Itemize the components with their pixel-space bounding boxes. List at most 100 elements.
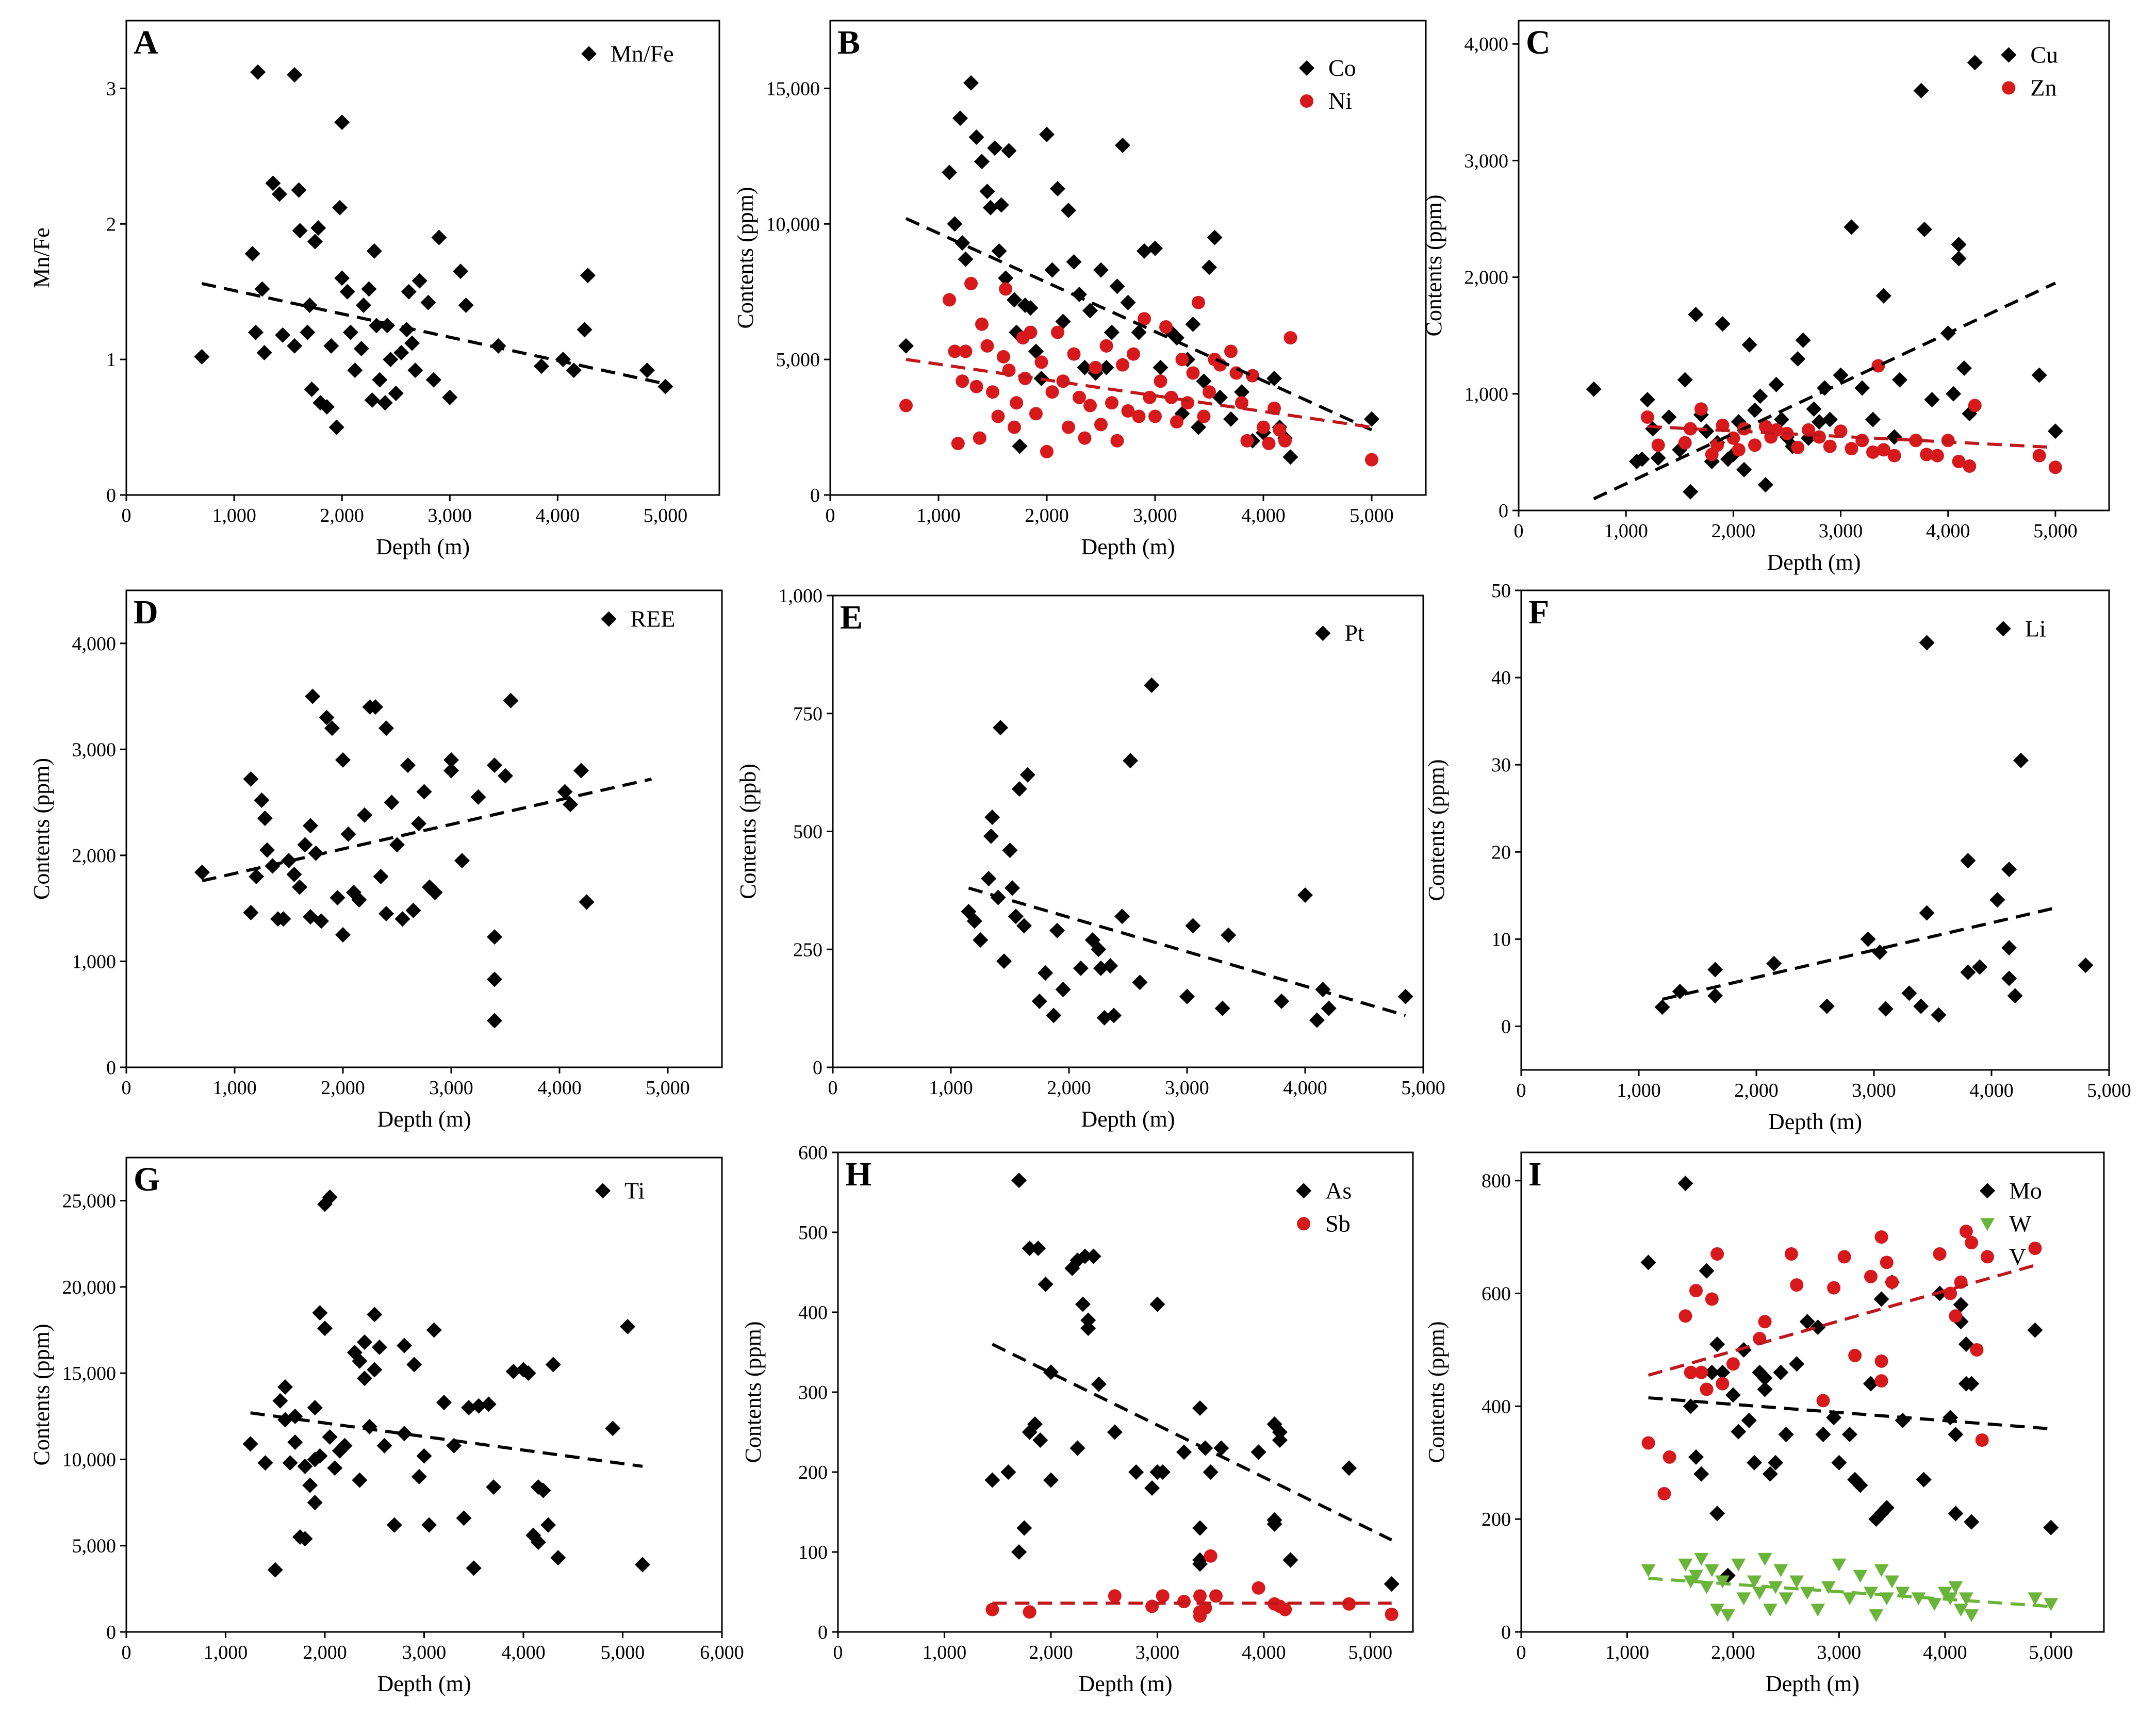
data-point-ti [277, 1379, 293, 1395]
data-point-as [1032, 1432, 1048, 1448]
x-tick-label: 2,000 [303, 1642, 347, 1663]
data-point-mo [1688, 1449, 1704, 1465]
data-point-mo [1762, 1466, 1778, 1482]
data-point-ree [305, 688, 321, 704]
data-point-as [984, 1472, 1000, 1488]
data-point-ree [286, 866, 302, 882]
data-point-ti [317, 1320, 333, 1336]
data-point-ree [503, 692, 519, 708]
trend-line-v [1648, 1263, 2036, 1377]
data-point-mn/fe [248, 324, 264, 340]
data-point-co [1023, 300, 1039, 316]
data-point-v [1700, 1382, 1714, 1396]
x-tick-label: 0 [1514, 520, 1524, 542]
data-point-li [1878, 1001, 1894, 1017]
data-point-cu [1946, 386, 1962, 402]
data-point-ti [397, 1338, 412, 1353]
y-tick-label: 100 [798, 1542, 828, 1563]
data-point-as [1075, 1296, 1091, 1312]
plot-frame-e [832, 595, 1424, 1068]
legend-marker-co [1299, 60, 1314, 76]
data-point-cu [1741, 337, 1757, 353]
data-point-pt [1214, 1000, 1230, 1016]
data-point-v [1784, 1247, 1798, 1261]
data-point-co [1104, 324, 1120, 340]
y-tick-label: 200 [798, 1462, 828, 1483]
data-point-v [2028, 1242, 2042, 1255]
data-point-mn/fe [404, 335, 420, 351]
data-point-ni [943, 293, 956, 307]
data-point-w [1773, 1564, 1788, 1577]
data-point-co [1153, 359, 1168, 375]
data-point-ree [357, 807, 372, 823]
data-point-w [1853, 1570, 1868, 1583]
data-point-as [1192, 1400, 1208, 1416]
data-point-v [1959, 1225, 1973, 1239]
x-tick-label: 3,000 [1133, 505, 1177, 526]
x-tick-label: 3,000 [1165, 1077, 1209, 1099]
legend-label-zn: Zn [2030, 75, 2056, 101]
data-point-ni [1229, 366, 1243, 380]
series-ree [194, 688, 595, 1029]
data-point-mo [1757, 1370, 1773, 1386]
data-point-ree [416, 784, 432, 800]
x-tick-label: 1,000 [1604, 520, 1648, 542]
panel-letter: F [1528, 593, 1549, 631]
data-point-ni [1083, 399, 1097, 412]
y-tick-label: 0 [813, 1057, 822, 1079]
x-tick-label: 4,000 [1923, 1642, 1967, 1663]
y-tick-label: 600 [1482, 1283, 1511, 1305]
data-point-as [1272, 1432, 1288, 1448]
data-point-cu [1844, 219, 1859, 235]
data-point-pt [1005, 880, 1021, 896]
data-point-li [1901, 985, 1917, 1001]
data-point-cu [1650, 450, 1666, 466]
data-point-zn [1640, 410, 1654, 424]
data-point-as [1016, 1520, 1032, 1536]
data-point-mn/fe [377, 395, 393, 411]
data-point-ni [1099, 339, 1113, 353]
data-point-ree [573, 763, 589, 779]
data-point-w [1715, 1575, 1730, 1589]
trend-line-mo [1648, 1396, 2051, 1431]
data-point-cu [2031, 367, 2047, 383]
x-tick-label: 2,000 [1025, 505, 1069, 526]
series-as [984, 1173, 1400, 1592]
data-point-mn/fe [356, 298, 371, 313]
legend-label-sb: Sb [1325, 1210, 1351, 1236]
data-point-pt [1002, 843, 1018, 858]
data-point-ti [257, 1455, 273, 1471]
data-point-v [1663, 1450, 1676, 1464]
data-point-w [1964, 1609, 1979, 1623]
data-point-ree [389, 837, 405, 853]
data-point-ree [319, 709, 335, 725]
data-point-ni [948, 344, 962, 358]
x-axis-title: Depth (m) [377, 1107, 471, 1132]
data-point-ree [303, 818, 318, 834]
trend-line-ni [906, 358, 1372, 429]
series-w [1641, 1553, 2059, 1623]
data-point-v [1864, 1269, 1878, 1283]
data-point-zn [1877, 443, 1890, 457]
data-point-ni [1235, 396, 1248, 410]
data-point-ree [330, 890, 345, 906]
data-point-ni [1116, 358, 1129, 372]
x-tick-label: 0 [122, 505, 131, 526]
data-point-ni [1365, 453, 1378, 467]
data-point-zn [1748, 438, 1762, 452]
plot-frame-d [125, 589, 723, 1068]
panel-a: 0 1,000 2,000 3,000 4,000 5,000 0 1 2 3 Depth (m) M… [29, 20, 720, 559]
data-point-w [1953, 1604, 1968, 1617]
data-point-co [1196, 373, 1212, 389]
y-tick-label: 400 [1482, 1396, 1511, 1417]
data-point-mn/fe [577, 322, 593, 338]
data-point-ree [351, 892, 367, 908]
data-point-as [1043, 1364, 1059, 1380]
data-point-as [1272, 1424, 1288, 1440]
data-point-cu [1913, 82, 1929, 98]
data-point-zn [1952, 455, 1966, 468]
x-axis-title: Depth (m) [1768, 1109, 1862, 1134]
data-point-zn [1823, 439, 1837, 453]
data-point-li [1707, 988, 1723, 1004]
data-point-ti [267, 1562, 283, 1578]
